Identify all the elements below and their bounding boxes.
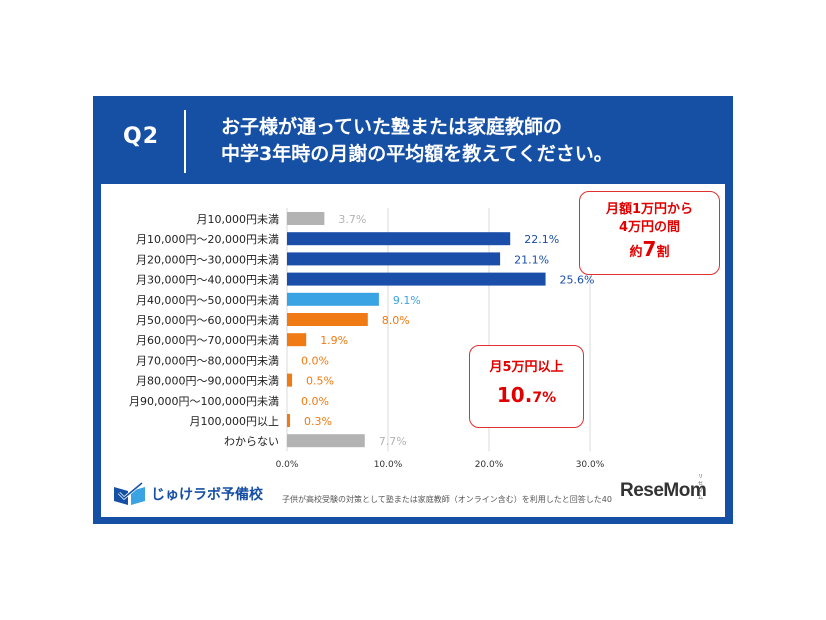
bar: [287, 232, 511, 246]
callout-upper-line2: 4万円の間: [618, 220, 681, 235]
value-label: 0.0%: [301, 354, 329, 367]
category-label: 月80,000円〜90,000円未満: [136, 375, 279, 388]
category-label: 月60,000円〜70,000円未満: [136, 334, 279, 347]
jukelabo-logo: じゅけラボ予備校: [113, 481, 263, 507]
x-tick-label: 0.0%: [276, 460, 299, 470]
resemom-logo-text: ReseMom: [620, 480, 707, 501]
labels-layer: 0.0% 10.0% 20.0% 30.0% 月10,000円未満 3.7% 月10,000…: [129, 213, 605, 470]
bar: [287, 414, 291, 427]
value-label: 22.1%: [524, 233, 559, 246]
callout-upper-number: 7: [642, 237, 657, 261]
resemom-logo: ReseMom リセマム: [620, 474, 707, 502]
callout-lower: 月5万円以上 10.7%: [469, 345, 584, 428]
bar: [287, 292, 379, 306]
bar-chart: 0.0% 10.0% 20.0% 30.0% 月10,000円未満 3.7% 月10,000…: [129, 208, 605, 470]
callout-lower-line1: 月5万円以上: [489, 360, 564, 375]
value-label: 0.3%: [304, 415, 332, 428]
callout-lower-value-small: 7%: [532, 390, 557, 406]
jukelabo-logo-text: じゅけラボ予備校: [151, 487, 263, 503]
x-tick-label: 30.0%: [576, 460, 605, 470]
category-label: 月20,000円〜30,000円未満: [136, 253, 279, 266]
category-label: 月90,000円〜100,000円未満: [129, 395, 279, 408]
bar: [287, 212, 325, 225]
x-tick-label: 10.0%: [374, 460, 403, 470]
category-label: 月40,000円〜50,000円未満: [136, 294, 279, 307]
question-number: Q2: [123, 124, 160, 149]
callout-lower-value: 10.7%: [470, 381, 583, 412]
value-label: 7.7%: [379, 435, 407, 448]
x-tick-label: 20.0%: [475, 460, 504, 470]
resemom-logo-sub: リセマム: [698, 474, 704, 501]
bar: [287, 373, 293, 387]
bar: [287, 333, 307, 347]
category-label: 月10,000円〜20,000円未満: [136, 233, 279, 246]
category-label: 月30,000円〜40,000円未満: [136, 274, 279, 287]
bar: [287, 252, 501, 266]
bar: [287, 434, 365, 448]
bar: [287, 272, 546, 286]
question-title-line1: お子様が通っていた塾または家庭教師の: [221, 116, 563, 138]
footnote: 子供が高校受験の対策として塾または家庭教師（オンライン含む）を利用したと回答した…: [282, 495, 612, 504]
question-title-line2: 中学3年時の月謝の平均額を教えてください。: [221, 143, 613, 165]
callout-lower-value-main: 10.: [496, 383, 533, 407]
callout-upper: 月額1万円から 4万円の間 約7割: [579, 191, 720, 275]
value-label: 1.9%: [320, 334, 348, 347]
category-label: わからない: [224, 435, 279, 448]
value-label: 8.0%: [382, 314, 410, 327]
category-label: 月10,000円未満: [197, 213, 280, 226]
bars-layer: [287, 212, 546, 448]
value-label: 25.6%: [560, 274, 595, 287]
question-title: お子様が通っていた塾または家庭教師の 中学3年時の月謝の平均額を教えてください。: [221, 114, 721, 168]
value-label: 21.1%: [514, 253, 549, 266]
callout-upper-line3: 約7割: [580, 237, 719, 265]
callout-upper-prefix: 約: [629, 245, 643, 260]
category-label: 月50,000円〜60,000円未満: [136, 314, 279, 327]
book-logo-icon: [114, 482, 145, 505]
value-label: 0.0%: [301, 395, 329, 408]
category-label: 月100,000円以上: [190, 415, 280, 428]
value-label: 3.7%: [338, 213, 366, 226]
callout-upper-line1: 月額1万円から: [605, 202, 694, 217]
callout-upper-suffix: 割: [656, 245, 670, 260]
category-label: 月70,000円〜80,000円未満: [136, 354, 279, 367]
value-label: 9.1%: [393, 294, 421, 307]
bar: [287, 313, 368, 326]
value-label: 0.5%: [306, 375, 334, 388]
header-divider: [184, 110, 186, 173]
